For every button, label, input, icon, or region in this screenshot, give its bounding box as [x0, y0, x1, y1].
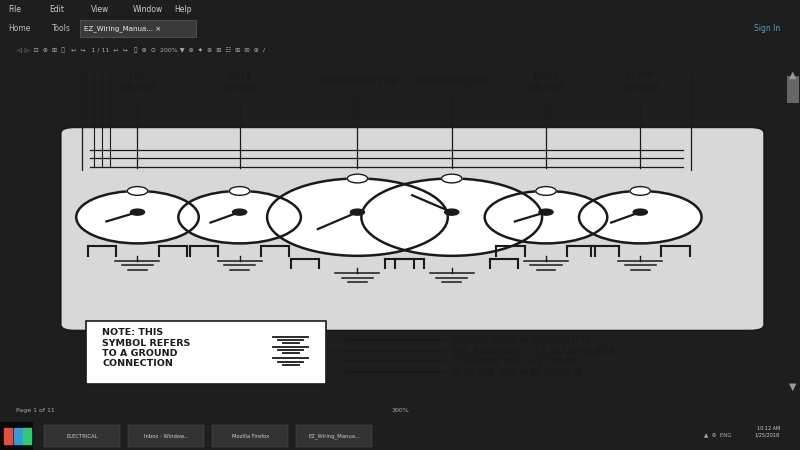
- Text: Edit: Edit: [50, 5, 65, 14]
- Text: SPEEDOMETER: SPEEDOMETER: [317, 76, 398, 86]
- Text: TEMP
METER: TEMP METER: [622, 71, 659, 93]
- Circle shape: [350, 209, 365, 215]
- Circle shape: [579, 191, 702, 243]
- Circle shape: [630, 187, 650, 195]
- Text: TACHOMETER: TACHOMETER: [414, 76, 489, 86]
- Text: OIL
METER: OIL METER: [119, 71, 156, 93]
- Text: Tools: Tools: [52, 24, 71, 33]
- Text: Window: Window: [133, 5, 163, 14]
- Bar: [128, 425, 204, 447]
- Circle shape: [233, 209, 246, 215]
- FancyBboxPatch shape: [61, 127, 764, 331]
- Text: H BEAM IND = LT GREEN: H BEAM IND = LT GREEN: [452, 368, 581, 377]
- Circle shape: [536, 187, 556, 195]
- Text: GAUGE PWR = RED/WHITE: GAUGE PWR = RED/WHITE: [452, 335, 591, 344]
- Text: Help: Help: [174, 5, 192, 14]
- Bar: [4, 428, 12, 445]
- Bar: [80, 20, 196, 37]
- Bar: [787, 76, 798, 103]
- Text: FUEL
METER: FUEL METER: [527, 71, 565, 93]
- Circle shape: [127, 187, 148, 195]
- Text: Inbox - Window...: Inbox - Window...: [144, 433, 189, 439]
- Text: ELECTRICAL: ELECTRICAL: [66, 433, 98, 439]
- Text: Sign In: Sign In: [754, 24, 780, 33]
- Text: OIL SENDING = LT BLUE/BLACK: OIL SENDING = LT BLUE/BLACK: [452, 346, 615, 355]
- Text: View: View: [91, 5, 110, 14]
- Text: File: File: [8, 5, 21, 14]
- Circle shape: [362, 179, 542, 256]
- Circle shape: [76, 191, 198, 243]
- Text: 300%: 300%: [391, 408, 409, 413]
- Circle shape: [178, 191, 301, 243]
- Text: ▲  ⊕  ENG: ▲ ⊕ ENG: [704, 432, 732, 437]
- Circle shape: [442, 174, 462, 183]
- Text: ▼: ▼: [789, 382, 797, 392]
- Bar: [296, 425, 372, 447]
- Circle shape: [485, 191, 607, 243]
- Circle shape: [267, 179, 448, 256]
- Text: Page 1 of 11: Page 1 of 11: [16, 408, 54, 413]
- Text: 10:12 AM
1/25/2018: 10:12 AM 1/25/2018: [755, 427, 780, 437]
- Text: L SIGNAL IND = LT BLUE: L SIGNAL IND = LT BLUE: [452, 357, 579, 366]
- Bar: [23, 428, 31, 445]
- Circle shape: [347, 174, 368, 183]
- Text: ▲: ▲: [789, 69, 797, 79]
- Text: NOTE: THIS
SYMBOL REFERS
TO A GROUND
CONNECTION: NOTE: THIS SYMBOL REFERS TO A GROUND CON…: [102, 328, 190, 368]
- FancyBboxPatch shape: [86, 321, 326, 383]
- Circle shape: [230, 187, 250, 195]
- Text: Mozilla Firefox: Mozilla Firefox: [232, 433, 269, 439]
- Circle shape: [633, 209, 647, 215]
- Text: Home: Home: [8, 24, 30, 33]
- Circle shape: [445, 209, 458, 215]
- Circle shape: [130, 209, 145, 215]
- Bar: [14, 428, 22, 445]
- Text: VOLT
METER: VOLT METER: [221, 71, 258, 93]
- Text: EZ_Wiring_Manua...: EZ_Wiring_Manua...: [309, 433, 360, 439]
- Circle shape: [539, 209, 553, 215]
- Bar: [44, 425, 120, 447]
- Bar: [212, 425, 288, 447]
- Text: ◁  ▷  ⊡  ⊕  ⊞  🔍   ↩  ↪   1 / 11  ↩  ↪   ⌖  ⊕  ⊙  200% ▼  ⊕  ✦  ⊕  ⊞  ☷  ⊞  ✉  ⊕: ◁ ▷ ⊡ ⊕ ⊞ 🔍 ↩ ↪ 1 / 11 ↩ ↪ ⌖ ⊕ ⊙ 200% ▼ …: [16, 47, 265, 53]
- Bar: [0, 422, 32, 450]
- Text: EZ_Wiring_Manua... ×: EZ_Wiring_Manua... ×: [84, 25, 161, 32]
